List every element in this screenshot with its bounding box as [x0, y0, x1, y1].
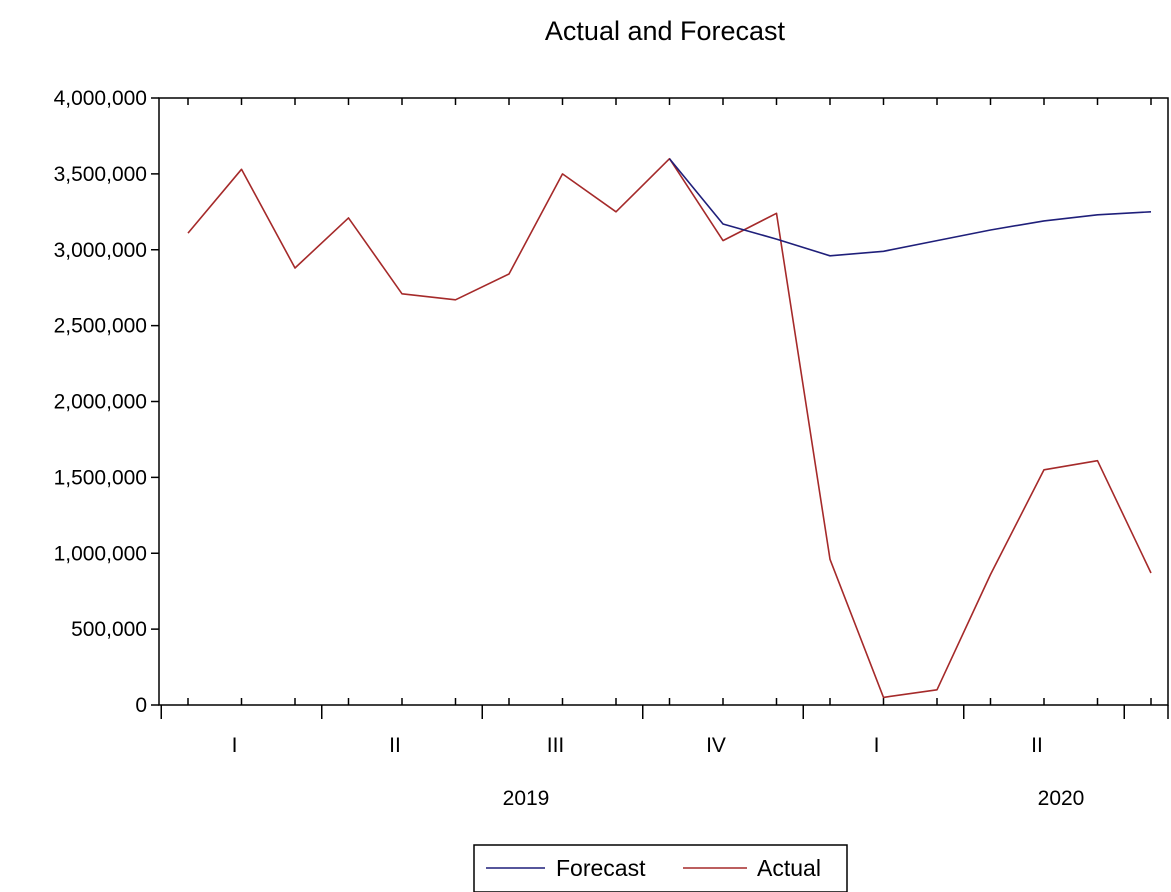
x-quarter-label: IV [706, 734, 726, 757]
legend: Forecast Actual [473, 844, 848, 892]
y-tick-label: 2,000,000 [54, 391, 147, 414]
y-axis: 0 500,000 1,000,000 1,500,000 2,000,000 2,500… [54, 87, 159, 717]
y-tick-label: 4,000,000 [54, 87, 147, 110]
x-year-label: 2020 [1038, 787, 1085, 810]
x-quarter-label: III [547, 734, 565, 757]
legend-label-actual: Actual [757, 855, 821, 881]
y-tick-label: 0 [135, 694, 147, 717]
y-tick-label: 1,500,000 [54, 466, 147, 489]
series-line-actual [187, 157, 1152, 699]
series-lines [187, 157, 1152, 699]
y-tick-label: 2,500,000 [54, 315, 147, 338]
plot-frame [158, 97, 1169, 706]
y-tick-label: 1,000,000 [54, 542, 147, 565]
x-quarter-label: I [874, 734, 880, 757]
x-quarter-label: I [232, 734, 238, 757]
series-line-forecast [668, 158, 1152, 257]
y-tick-label: 3,000,000 [54, 239, 147, 262]
legend-label-forecast: Forecast [556, 855, 646, 881]
chart-title: Actual and Forecast [545, 16, 786, 46]
x-quarter-label: II [389, 734, 401, 757]
y-tick-label: 3,500,000 [54, 163, 147, 186]
x-year-label: 2019 [503, 787, 550, 810]
y-tick-label: 500,000 [71, 618, 147, 641]
x-axis: IIIIIIIVIIIIII20192020 [160, 98, 1169, 810]
x-quarter-label: II [1031, 734, 1043, 757]
